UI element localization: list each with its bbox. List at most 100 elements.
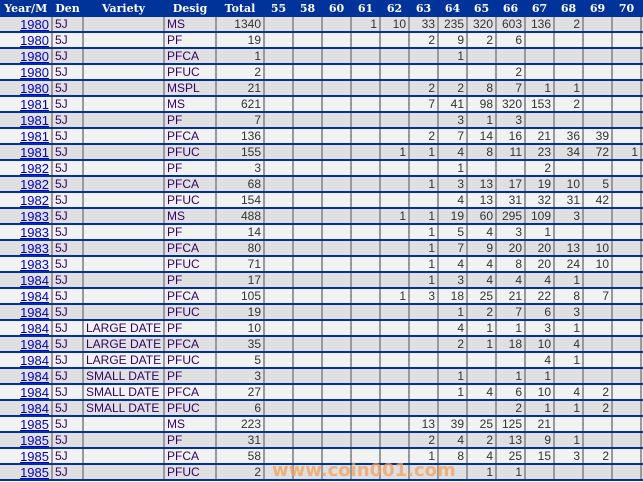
grade-cell-62	[380, 352, 410, 369]
column-header-65[interactable]: 65	[467, 0, 497, 17]
year-link[interactable]: 1980	[0, 64, 53, 81]
year-link[interactable]: 1984	[0, 304, 53, 321]
table-row: 1982 5J PFUC 154 4 13 31 32 31 42	[0, 192, 643, 209]
year-link[interactable]: 1981	[0, 144, 53, 161]
column-header-66[interactable]: 66	[496, 0, 526, 17]
year-link[interactable]: 1983	[0, 256, 53, 273]
year-link[interactable]: 1980	[0, 48, 53, 65]
grade-cell-68: 3	[554, 304, 584, 321]
grade-cell-68: 1	[554, 352, 584, 369]
grade-cell-61	[351, 128, 381, 145]
grade-cell-55	[264, 256, 294, 273]
year-link[interactable]: 1980	[0, 32, 53, 49]
year-link[interactable]: 1981	[0, 96, 53, 113]
year-link[interactable]: 1984	[0, 336, 53, 353]
column-header-62[interactable]: 62	[380, 0, 410, 17]
grade-cell-65: 25	[467, 288, 497, 305]
grade-cell-69: 2	[583, 384, 613, 401]
column-header-60[interactable]: 60	[322, 0, 352, 17]
grade-cell-55	[264, 80, 294, 97]
year-link[interactable]: 1982	[0, 160, 53, 177]
column-header-year-m[interactable]: Year/M	[0, 0, 53, 17]
year-link[interactable]: 1984	[0, 384, 53, 401]
year-link[interactable]: 1983	[0, 208, 53, 225]
grade-cell-58	[293, 144, 323, 161]
column-header-variety[interactable]: Variety	[83, 0, 165, 17]
year-link[interactable]: 1980	[0, 17, 53, 33]
column-header-61[interactable]: 61	[351, 0, 381, 17]
column-header-extra[interactable]	[641, 0, 643, 17]
grade-cell-65: 4	[467, 272, 497, 289]
den-cell: 5J	[52, 17, 84, 33]
column-header-63[interactable]: 63	[409, 0, 439, 17]
total-cell: 621	[216, 96, 265, 113]
column-header-desig[interactable]: Desig	[164, 0, 217, 17]
grade-cell-62	[380, 224, 410, 241]
grade-cell-62	[380, 176, 410, 193]
year-link[interactable]: 1983	[0, 224, 53, 241]
year-link[interactable]: 1984	[0, 352, 53, 369]
grade-cell-66: 17	[496, 176, 526, 193]
desig-cell: PFCA	[164, 288, 217, 305]
total-cell: 488	[216, 208, 265, 225]
table-row: 1983 5J PF 14 1 5 4 3 1	[0, 224, 643, 241]
grade-cell-69	[583, 64, 613, 81]
table-row: 1983 5J PFCA 80 1 7 9 20 20 13 10	[0, 240, 643, 257]
year-link[interactable]: 1985	[0, 464, 53, 481]
total-cell: 19	[216, 32, 265, 49]
year-link[interactable]: 1985	[0, 432, 53, 449]
column-header-68[interactable]: 68	[554, 0, 584, 17]
year-link[interactable]: 1983	[0, 240, 53, 257]
column-header-58[interactable]: 58	[293, 0, 323, 17]
column-header-67[interactable]: 67	[525, 0, 555, 17]
grade-cell-60	[322, 448, 352, 465]
year-link[interactable]: 1984	[0, 272, 53, 289]
grade-cell-55	[264, 304, 294, 321]
grade-cell-66: 6	[496, 384, 526, 401]
grade-cell-70	[612, 128, 642, 145]
column-header-den[interactable]: Den	[52, 0, 84, 17]
year-link[interactable]: 1985	[0, 416, 53, 433]
grade-cell-70	[612, 48, 642, 65]
grade-cell-68: 1	[554, 432, 584, 449]
den-cell: 5J	[52, 160, 84, 177]
column-header-70[interactable]: 70	[612, 0, 642, 17]
year-link[interactable]: 1982	[0, 176, 53, 193]
year-link[interactable]: 1984	[0, 368, 53, 385]
year-link[interactable]: 1981	[0, 112, 53, 129]
table-row: 1981 5J MS 621 7 41 98 320 153 2	[0, 96, 643, 113]
year-link[interactable]: 1984	[0, 288, 53, 305]
grade-cell-67: 15	[525, 448, 555, 465]
column-header-55[interactable]: 55	[264, 0, 294, 17]
year-link[interactable]: 1984	[0, 400, 53, 417]
grade-cell-68: 8	[554, 288, 584, 305]
year-link[interactable]: 1982	[0, 192, 53, 209]
year-link[interactable]: 1981	[0, 128, 53, 145]
grade-cell-70	[612, 240, 642, 257]
grade-cell-extra	[641, 224, 643, 241]
total-cell: 2	[216, 64, 265, 81]
grade-cell-62	[380, 464, 410, 481]
desig-cell: PF	[164, 272, 217, 289]
grade-cell-62	[380, 96, 410, 113]
grade-cell-extra	[641, 432, 643, 449]
grade-cell-67: 22	[525, 288, 555, 305]
grade-cell-63	[409, 192, 439, 209]
column-header-64[interactable]: 64	[438, 0, 468, 17]
grade-cell-62	[380, 48, 410, 65]
grade-cell-64	[438, 400, 468, 417]
grade-cell-69: 2	[583, 400, 613, 417]
grade-cell-62	[380, 32, 410, 49]
den-cell: 5J	[52, 368, 84, 385]
grade-cell-60	[322, 320, 352, 337]
year-link[interactable]: 1985	[0, 448, 53, 465]
column-header-69[interactable]: 69	[583, 0, 613, 17]
grade-cell-69	[583, 352, 613, 369]
year-link[interactable]: 1980	[0, 80, 53, 97]
total-cell: 31	[216, 432, 265, 449]
year-link[interactable]: 1984	[0, 320, 53, 337]
grade-cell-70	[612, 448, 642, 465]
column-header-total[interactable]: Total	[216, 0, 265, 17]
grade-cell-63: 2	[409, 432, 439, 449]
grade-cell-60	[322, 416, 352, 433]
